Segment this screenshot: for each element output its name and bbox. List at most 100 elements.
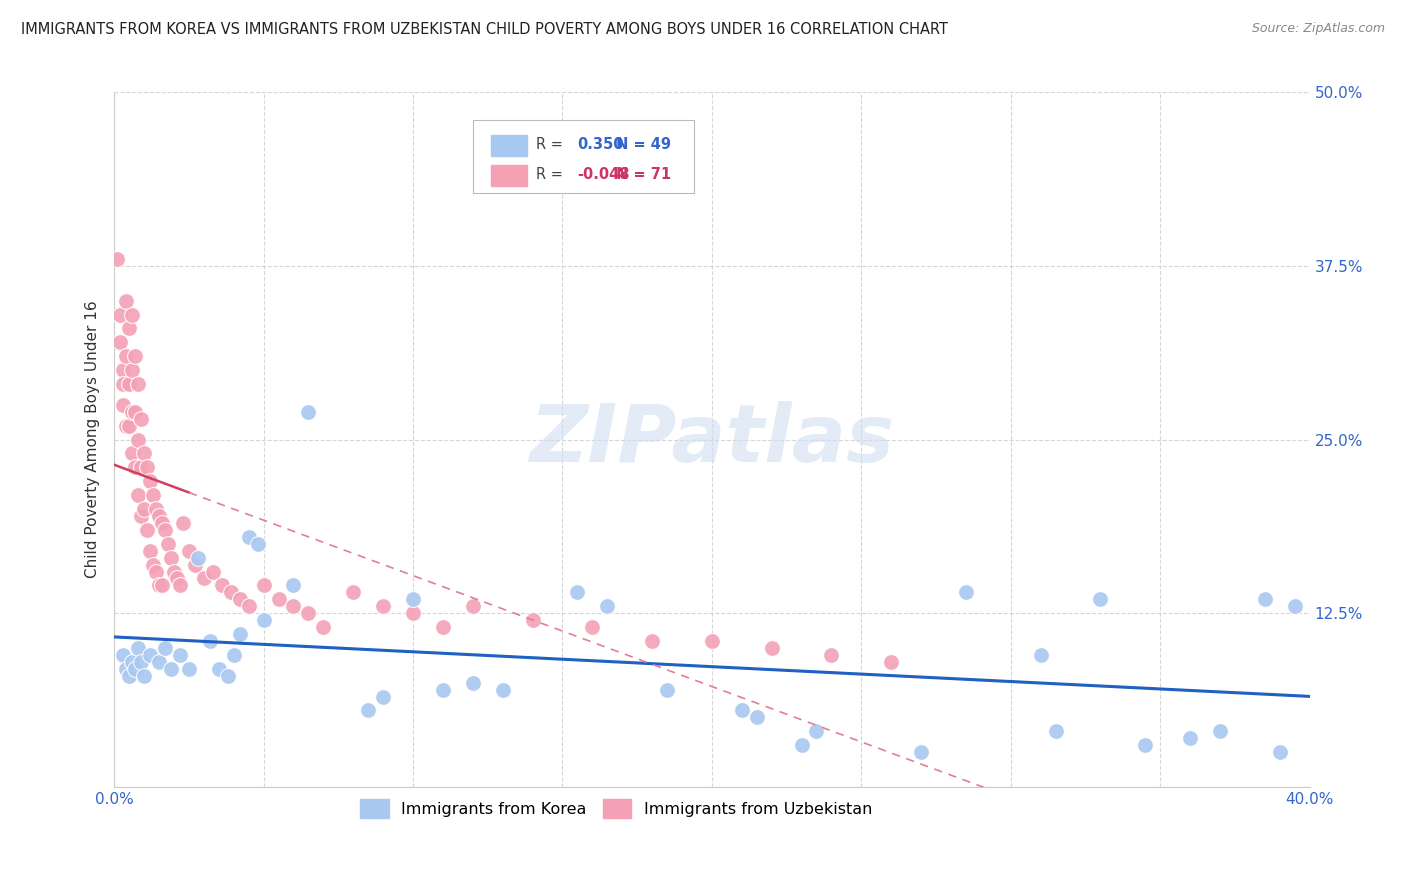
Point: [112, 377, 135, 392]
Point: [169, 578, 191, 592]
Text: N = 49: N = 49: [616, 137, 671, 153]
Point: [118, 377, 141, 392]
Point: [201, 565, 224, 579]
Bar: [491, 135, 527, 156]
Point: [108, 335, 131, 350]
Point: [166, 572, 188, 586]
Point: [312, 620, 335, 634]
Point: [124, 460, 146, 475]
Point: [1268, 745, 1291, 759]
Point: [219, 585, 242, 599]
Point: [745, 710, 768, 724]
Bar: [491, 165, 527, 186]
Point: [142, 558, 165, 572]
Point: [112, 363, 135, 377]
Point: [105, 252, 128, 266]
Point: [115, 418, 138, 433]
Point: [211, 578, 233, 592]
Text: N = 71: N = 71: [616, 167, 671, 182]
Point: [124, 405, 146, 419]
Point: [121, 655, 143, 669]
Point: [402, 606, 425, 620]
Point: [283, 578, 305, 592]
Point: [142, 488, 165, 502]
Point: [132, 669, 155, 683]
Point: [217, 669, 239, 683]
Point: [432, 682, 454, 697]
Point: [1209, 724, 1232, 739]
Point: [297, 606, 319, 620]
Point: [731, 703, 754, 717]
Point: [238, 599, 260, 614]
Point: [761, 640, 783, 655]
Point: [127, 433, 149, 447]
Point: [641, 634, 664, 648]
Point: [790, 738, 813, 752]
Text: 0.350: 0.350: [576, 137, 623, 153]
Point: [148, 578, 170, 592]
Point: [136, 523, 159, 537]
Point: [124, 349, 146, 363]
Point: [127, 488, 149, 502]
Text: IMMIGRANTS FROM KOREA VS IMMIGRANTS FROM UZBEKISTAN CHILD POVERTY AMONG BOYS UND: IMMIGRANTS FROM KOREA VS IMMIGRANTS FROM…: [21, 22, 948, 37]
Point: [193, 572, 215, 586]
Point: [1284, 599, 1306, 614]
Point: [121, 308, 143, 322]
Point: [172, 516, 194, 530]
Point: [184, 558, 207, 572]
Point: [267, 592, 290, 607]
Text: Source: ZipAtlas.com: Source: ZipAtlas.com: [1251, 22, 1385, 36]
Point: [118, 321, 141, 335]
Point: [596, 599, 619, 614]
Point: [198, 634, 221, 648]
Point: [129, 655, 152, 669]
Point: [402, 592, 425, 607]
Point: [112, 398, 135, 412]
Text: R =: R =: [536, 137, 562, 153]
Point: [252, 613, 274, 627]
Point: [153, 640, 176, 655]
Point: [492, 682, 515, 697]
Point: [115, 349, 138, 363]
Point: [156, 537, 179, 551]
Point: [145, 565, 167, 579]
Point: [108, 308, 131, 322]
Point: [246, 537, 269, 551]
Point: [1090, 592, 1112, 607]
Legend: Immigrants from Korea, Immigrants from Uzbekistan: Immigrants from Korea, Immigrants from U…: [353, 793, 879, 824]
Point: [129, 508, 152, 523]
Point: [1133, 738, 1156, 752]
FancyBboxPatch shape: [472, 120, 695, 193]
Point: [522, 613, 544, 627]
Point: [461, 599, 484, 614]
Point: [169, 648, 191, 662]
Text: -0.048: -0.048: [576, 167, 630, 182]
Point: [177, 543, 200, 558]
Point: [342, 585, 364, 599]
Point: [700, 634, 723, 648]
Point: [132, 502, 155, 516]
Point: [160, 550, 183, 565]
Point: [148, 508, 170, 523]
Point: [880, 655, 903, 669]
Point: [145, 502, 167, 516]
Point: [820, 648, 842, 662]
Point: [127, 640, 149, 655]
Point: [112, 648, 135, 662]
Point: [1029, 648, 1052, 662]
Point: [150, 516, 173, 530]
Point: [129, 411, 152, 425]
Point: [153, 523, 176, 537]
Point: [228, 592, 250, 607]
Point: [136, 460, 159, 475]
Point: [228, 627, 250, 641]
Point: [115, 662, 138, 676]
Point: [581, 620, 603, 634]
Point: [163, 565, 186, 579]
Point: [461, 675, 484, 690]
Point: [283, 599, 305, 614]
Point: [127, 377, 149, 392]
Point: [373, 599, 395, 614]
Point: [567, 585, 589, 599]
Point: [121, 446, 143, 460]
